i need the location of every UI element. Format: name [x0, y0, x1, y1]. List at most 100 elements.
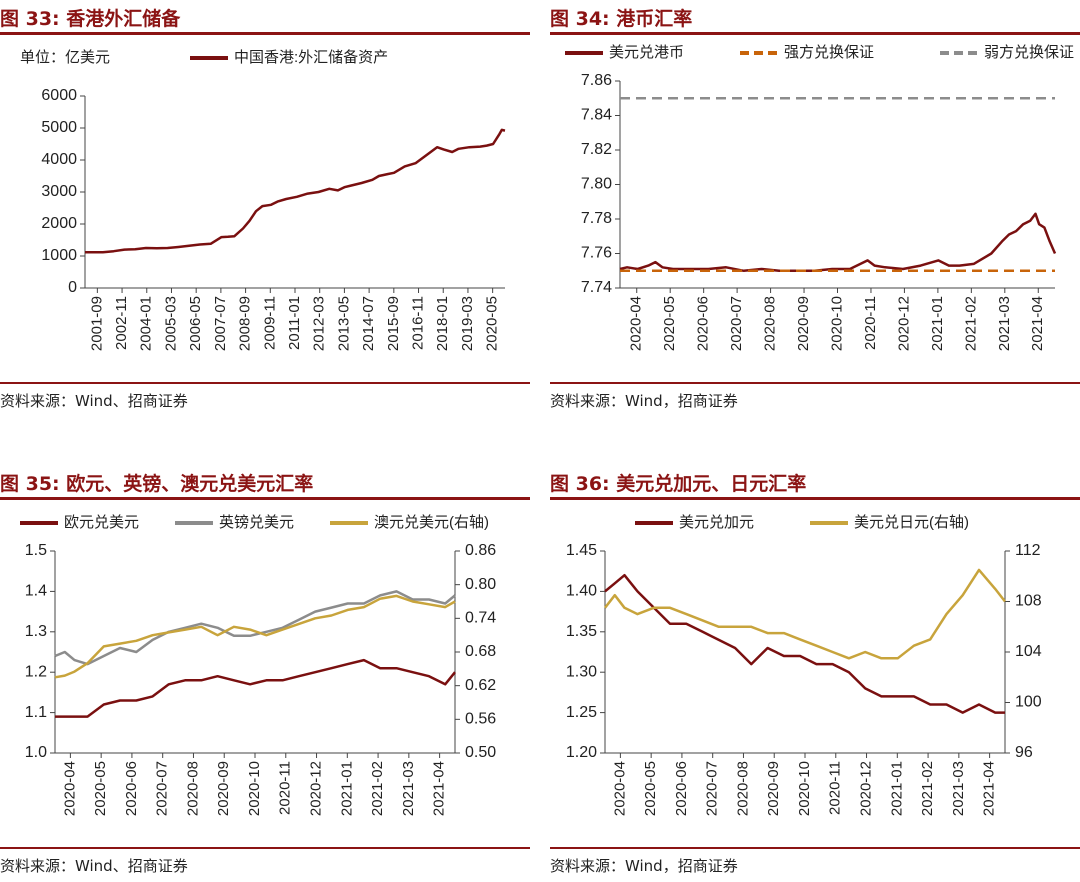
- x-tick-label: 2021-02: [962, 296, 979, 351]
- y-tick-label: 1.5: [25, 542, 47, 559]
- y-tick-label: 1.35: [566, 623, 597, 640]
- x-tick-label: 2020-05: [642, 761, 659, 816]
- x-tick-label: 2020-08: [184, 761, 201, 816]
- chart-eur-gbp-aud: 欧元兑美元 英镑兑美元 澳元兑美元(右轴) 1.0 1.1 1.2 1.3 1.4 1.5 0.5…: [20, 513, 496, 816]
- legend-label: 中国香港:外汇储备资产: [234, 49, 388, 66]
- x-tick-label: 2009-11: [261, 296, 278, 350]
- source-note: 资料来源：Wind、招商证券: [0, 392, 188, 410]
- divider: [0, 497, 530, 500]
- y-tick-label: 1.30: [566, 663, 597, 680]
- legend-label: 弱方兑换保证: [984, 44, 1074, 61]
- x-tick-label: 2021-01: [929, 296, 946, 351]
- chart-title: 图 36: 美元兑加元、日元汇率: [550, 473, 807, 495]
- x-tick-label: 2007-07: [212, 296, 229, 351]
- x-tick-label: 2020-12: [308, 761, 325, 816]
- chart-panel-2: 图 34: 港币汇率 美元兑港币 强方兑换保证 弱方兑换保证 7.74 7.76 7.78…: [550, 0, 1080, 420]
- y-tick-label: 1.4: [25, 583, 47, 600]
- x-tick-label: 2013-05: [335, 296, 352, 351]
- divider: [550, 497, 1080, 500]
- y-tick-label: 0: [68, 279, 77, 296]
- chart-panel-4: 图 36: 美元兑加元、日元汇率 美元兑加元 美元兑日元(右轴) 1.20 1.25 1…: [550, 465, 1080, 882]
- y2-tick-label: 0.50: [465, 744, 496, 761]
- legend-label: 美元兑日元(右轴): [854, 514, 969, 531]
- y-tick-label: 3000: [41, 183, 77, 200]
- x-tick-label: 2020-11: [862, 296, 879, 350]
- x-tick-label: 2020-12: [858, 761, 875, 816]
- y-tick-label: 4000: [41, 151, 77, 168]
- y-tick-label: 7.82: [581, 141, 612, 158]
- y-tick-label: 1.1: [25, 704, 47, 721]
- chart-title: 图 35: 欧元、英镑、澳元兑美元汇率: [0, 473, 314, 495]
- y2-tick-label: 0.62: [465, 677, 496, 694]
- x-tick-label: 2015-09: [385, 296, 402, 351]
- x-tick-label: 2021-03: [400, 761, 417, 816]
- chart-hkd: 美元兑港币 强方兑换保证 弱方兑换保证 7.74 7.76 7.78 7.80 7.82 7.8…: [565, 44, 1074, 351]
- series-line: [619, 212, 1057, 273]
- x-tick-label: 2008-09: [237, 296, 254, 351]
- legend-label: 强方兑换保证: [784, 44, 874, 61]
- source-note: 资料来源：Wind，招商证券: [550, 857, 738, 875]
- x-tick-label: 2012-03: [311, 296, 328, 351]
- series-line: [85, 128, 506, 254]
- x-tick-label: 2020-07: [728, 296, 745, 351]
- y-tick-label: 5000: [41, 119, 77, 136]
- x-tick-label: 2004-01: [138, 296, 155, 351]
- divider: [0, 32, 530, 35]
- y-tick-label: 2000: [41, 215, 77, 232]
- x-tick-label: 2019-03: [459, 296, 476, 351]
- divider: [0, 847, 530, 849]
- x-tick-label: 2020-09: [215, 761, 232, 816]
- y2-tick-label: 0.80: [465, 576, 496, 593]
- divider: [0, 382, 530, 384]
- chart-cad-jpy: 美元兑加元 美元兑日元(右轴) 1.20 1.25 1.30 1.35 1.40 1.45 96…: [566, 514, 1042, 816]
- y-tick-label: 1.2: [25, 663, 47, 680]
- divider: [550, 847, 1080, 849]
- y-tick-label: 7.80: [581, 176, 612, 193]
- x-tick-label: 2020-12: [895, 296, 912, 351]
- y-tick-label: 1.3: [25, 623, 47, 640]
- y2-tick-label: 100: [1015, 694, 1042, 711]
- series-line: [54, 594, 456, 679]
- x-tick-label: 2021-01: [338, 761, 355, 816]
- x-tick-label: 2020-11: [827, 761, 844, 815]
- x-tick-label: 2005-03: [162, 296, 179, 351]
- x-tick-label: 2021-04: [1029, 296, 1046, 351]
- x-tick-label: 2020-10: [828, 296, 845, 351]
- legend-label: 英镑兑美元: [219, 513, 294, 531]
- y2-tick-label: 0.68: [465, 643, 496, 660]
- x-tick-label: 2020-07: [154, 761, 171, 816]
- y2-tick-label: 0.86: [465, 542, 496, 559]
- y-tick-label: 7.78: [581, 210, 612, 227]
- x-tick-label: 2014-07: [360, 296, 377, 351]
- y-tick-label: 1.45: [566, 542, 597, 559]
- x-tick-label: 2011-01: [286, 296, 303, 350]
- y-tick-label: 1.0: [25, 744, 47, 761]
- x-tick-label: 2020-04: [61, 761, 78, 816]
- y-tick-label: 7.86: [581, 72, 612, 89]
- series-line: [604, 573, 1005, 714]
- x-tick-label: 2020-08: [734, 761, 751, 816]
- y-tick-label: 1000: [41, 247, 77, 264]
- series-line: [55, 658, 456, 718]
- x-tick-label: 2020-11: [277, 761, 294, 815]
- x-tick-label: 2020-05: [661, 296, 678, 351]
- y-tick-label: 1.20: [566, 744, 597, 761]
- divider: [550, 382, 1080, 384]
- x-tick-label: 2016-11: [409, 296, 426, 350]
- y2-tick-label: 112: [1015, 542, 1041, 559]
- x-tick-label: 2020-09: [795, 296, 812, 351]
- y-tick-label: 7.74: [581, 279, 612, 296]
- x-tick-label: 2020-06: [123, 761, 140, 816]
- source-note: 资料来源：Wind、招商证券: [0, 857, 188, 875]
- legend-label: 美元兑加元: [679, 514, 754, 531]
- y-tick-label: 6000: [41, 87, 77, 104]
- y-tick-label: 7.76: [581, 245, 612, 262]
- chart-reserves: 单位：亿美元 中国香港:外汇储备资产 0 1000 2000 3000 4000 5000 60…: [20, 49, 506, 351]
- y-tick-label: 1.40: [566, 583, 597, 600]
- legend-label: 欧元兑美元: [64, 514, 139, 531]
- x-tick-label: 2021-02: [919, 761, 936, 816]
- x-tick-label: 2001-09: [88, 296, 105, 351]
- x-tick-label: 2020-05: [92, 761, 109, 816]
- x-tick-label: 2020-04: [611, 761, 628, 816]
- x-tick-label: 2020-09: [765, 761, 782, 816]
